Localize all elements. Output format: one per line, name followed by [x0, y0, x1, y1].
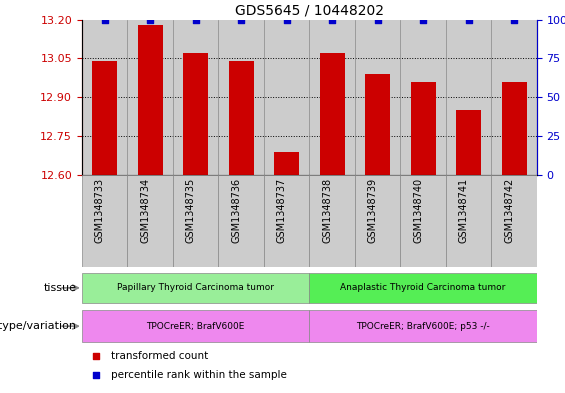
Text: percentile rank within the sample: percentile rank within the sample [111, 370, 288, 380]
Text: TPOCreER; BrafV600E: TPOCreER; BrafV600E [146, 322, 245, 331]
Point [328, 17, 337, 23]
Point [429, 273, 438, 279]
Point [100, 17, 109, 23]
Bar [218, 175, 264, 267]
Point [510, 17, 519, 23]
Text: genotype/variation: genotype/variation [0, 321, 76, 331]
Bar [173, 175, 218, 267]
Bar [82, 175, 127, 267]
Point [464, 17, 473, 23]
Bar [310, 310, 537, 342]
Bar [183, 53, 208, 175]
Text: GSM1348738: GSM1348738 [322, 178, 332, 243]
Bar [446, 20, 492, 175]
Point [373, 17, 382, 23]
Text: Papillary Thyroid Carcinoma tumor: Papillary Thyroid Carcinoma tumor [117, 283, 274, 292]
Bar [491, 175, 537, 267]
Bar [400, 175, 446, 267]
Bar [218, 20, 264, 175]
Bar [310, 175, 355, 267]
Text: TPOCreER; BrafV600E; p53 -/-: TPOCreER; BrafV600E; p53 -/- [356, 322, 490, 331]
Point [429, 94, 438, 101]
Bar [502, 82, 527, 175]
Bar [128, 175, 173, 267]
Text: GSM1348736: GSM1348736 [231, 178, 241, 243]
Text: Anaplastic Thyroid Carcinoma tumor: Anaplastic Thyroid Carcinoma tumor [340, 283, 506, 292]
Text: GSM1348740: GSM1348740 [413, 178, 423, 243]
Bar [355, 175, 400, 267]
Bar [128, 20, 173, 175]
Point [146, 17, 155, 23]
Text: transformed count: transformed count [111, 351, 208, 361]
Bar [456, 110, 481, 175]
Bar [264, 175, 310, 267]
Point [419, 17, 428, 23]
Point [237, 17, 246, 23]
Bar [411, 82, 436, 175]
Bar [446, 175, 492, 267]
Bar [229, 61, 254, 175]
Bar [82, 20, 127, 175]
Text: GSM1348737: GSM1348737 [277, 178, 286, 243]
Text: tissue: tissue [44, 283, 76, 293]
Text: GSM1348733: GSM1348733 [95, 178, 105, 243]
Bar [138, 25, 163, 175]
Bar [491, 20, 537, 175]
Bar [274, 152, 299, 175]
Bar [310, 273, 537, 303]
Bar [173, 20, 218, 175]
Text: GSM1348735: GSM1348735 [186, 178, 195, 243]
Bar [82, 273, 310, 303]
Point [282, 17, 291, 23]
Bar [355, 20, 400, 175]
Text: GSM1348742: GSM1348742 [504, 178, 514, 243]
Title: GDS5645 / 10448202: GDS5645 / 10448202 [235, 3, 384, 17]
Bar [92, 61, 117, 175]
Bar [400, 20, 446, 175]
Bar [82, 310, 310, 342]
Bar [264, 20, 310, 175]
Text: GSM1348734: GSM1348734 [140, 178, 150, 243]
Bar [310, 20, 355, 175]
Bar [365, 74, 390, 175]
Point [191, 17, 200, 23]
Text: GSM1348739: GSM1348739 [368, 178, 377, 243]
Bar [320, 53, 345, 175]
Text: GSM1348741: GSM1348741 [459, 178, 468, 243]
